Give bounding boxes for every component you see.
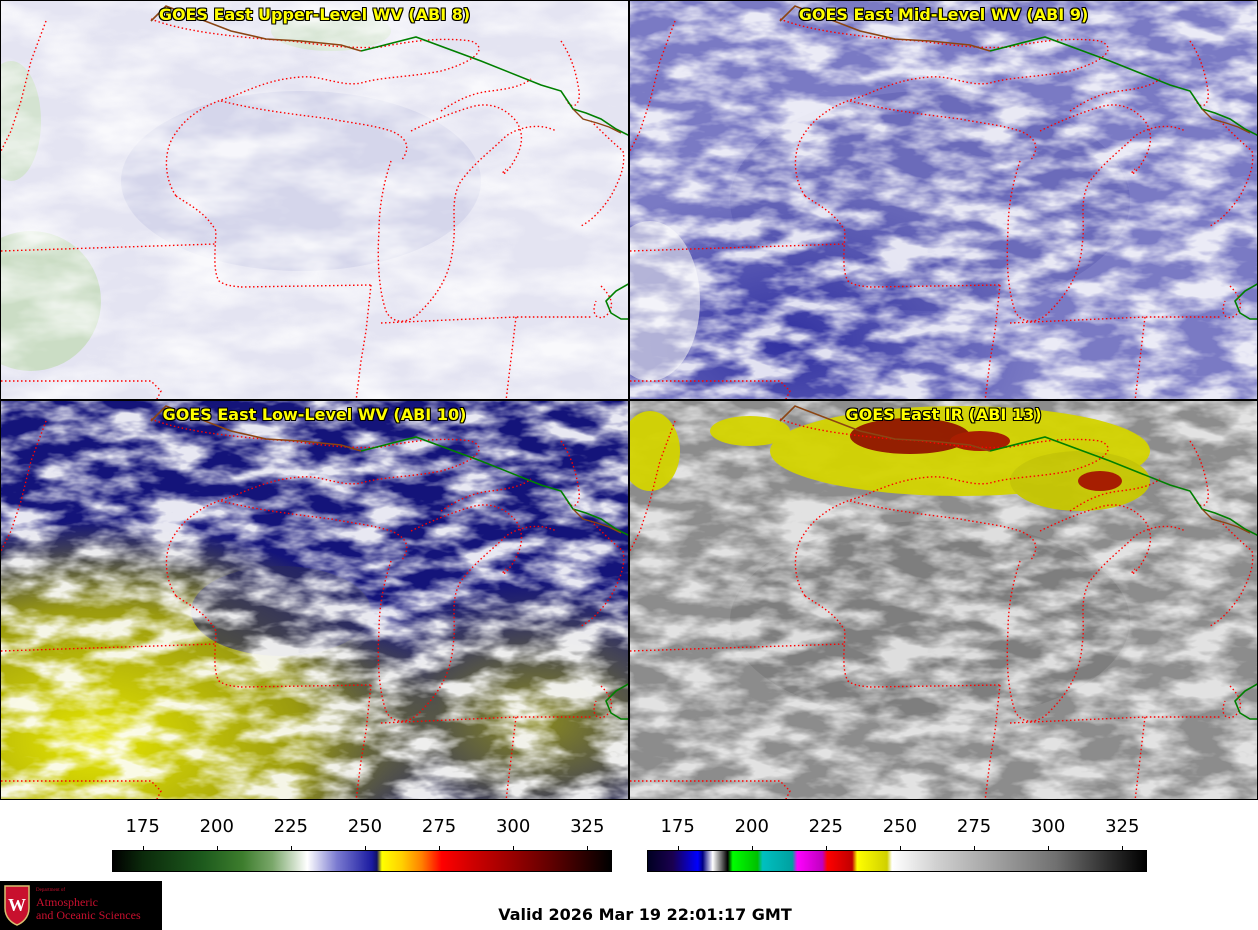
colorbar-tick-mark: [216, 846, 218, 851]
colorbar-tick-label: 175: [125, 816, 160, 837]
colorbar-tick-label: 275: [421, 816, 457, 837]
colorbar-tick-label: 300: [495, 816, 531, 837]
colorbar-wv: 175 200 225 250 275 300 325: [112, 812, 612, 872]
colorbar-tick-mark: [974, 846, 976, 851]
logo-line2: and Oceanic Sciences: [36, 908, 141, 922]
valid-time: Valid 2026 Mar 19 22:01:17 GMT: [498, 905, 792, 924]
colorbar-gradient: [112, 850, 612, 872]
panel-title: GOES East Mid-Level WV (ABI 9): [798, 5, 1089, 24]
panel-low-level-wv: GOES East Low-Level WV (ABI 10): [0, 400, 629, 800]
logo-department: Department of: [36, 888, 66, 893]
colorbar-tick-mark: [587, 846, 589, 851]
colorbar-tick-mark: [1048, 846, 1050, 851]
colorbar-tick-label: 250: [347, 816, 383, 837]
crest-letter: W: [8, 895, 26, 915]
logo-line1: Atmospheric: [36, 895, 98, 909]
panel-mid-level-wv: GOES East Mid-Level WV (ABI 9): [629, 0, 1258, 400]
colorbar-tick-mark: [751, 846, 753, 851]
panel-title: GOES East Low-Level WV (ABI 10): [162, 405, 467, 424]
panel-title: GOES East IR (ABI 13): [845, 405, 1042, 424]
panel-title: GOES East Upper-Level WV (ABI 8): [158, 5, 471, 24]
satellite-image-ir: [630, 401, 1257, 799]
colorbar-tick-label: 325: [570, 816, 605, 837]
colorbar-tick-mark: [1122, 846, 1124, 851]
colorbar-tick-mark: [290, 846, 292, 851]
aos-logo: W Department of Atmospheric and Oceanic …: [0, 881, 162, 930]
colorbar-tick-mark: [677, 846, 679, 851]
colorbar-tick-label: 250: [882, 816, 918, 837]
colorbar-tick-mark: [825, 846, 827, 851]
colorbar-tick-mark: [899, 846, 901, 851]
uw-crest-icon: W: [4, 885, 30, 926]
colorbar-tick-label: 175: [660, 816, 695, 837]
colorbar-tick-mark: [439, 846, 441, 851]
satellite-image-low-wv: [1, 401, 628, 799]
panel-ir: GOES East IR (ABI 13): [629, 400, 1258, 800]
colorbar-tick-label: 275: [956, 816, 992, 837]
colorbar-tick-label: 225: [808, 816, 844, 837]
colorbar-tick-mark: [364, 846, 366, 851]
satellite-image-mid-wv: [630, 1, 1257, 399]
colorbar-tick-label: 225: [273, 816, 309, 837]
panel-upper-level-wv: GOES East Upper-Level WV (ABI 8): [0, 0, 629, 400]
colorbar-tick-label: 200: [199, 816, 234, 837]
colorbar-tick-label: 325: [1105, 816, 1140, 837]
colorbar-tick-mark: [142, 846, 144, 851]
colorbar-tick-label: 200: [734, 816, 769, 837]
colorbar-tick-mark: [513, 846, 515, 851]
colorbar-gradient: [647, 850, 1147, 872]
satellite-image-upper-wv: [1, 1, 628, 399]
colorbar-ir: 175 200 225 250 275 300 325: [647, 812, 1147, 872]
colorbar-tick-label: 300: [1030, 816, 1066, 837]
